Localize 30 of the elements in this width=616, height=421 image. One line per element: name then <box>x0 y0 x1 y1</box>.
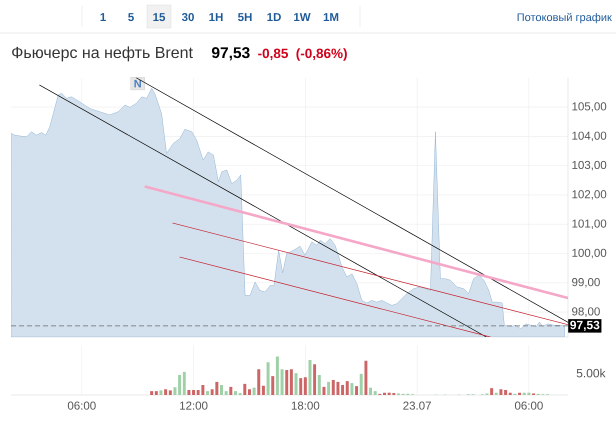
text: 5H <box>238 13 252 22</box>
text: Потоковый график <box>518 12 612 24</box>
x-tick-label: 06:00 <box>514 402 543 410</box>
text: 97,53 <box>212 47 250 60</box>
ref-line-label: 97,53 <box>570 320 600 331</box>
text: (-0,86%) <box>296 48 347 61</box>
text: 1M <box>324 13 338 21</box>
x-tick-label: 12:00 <box>180 402 208 410</box>
text: 15 <box>153 13 166 22</box>
text: -0,85 <box>258 48 288 60</box>
text: 1D <box>267 13 281 21</box>
text: 1W <box>294 13 311 21</box>
y-tick-label: 98,00 <box>572 307 600 317</box>
x-tick-label: 18:00 <box>292 402 320 410</box>
text: 1H <box>209 13 223 21</box>
y-tick-label: 99,00 <box>572 278 600 288</box>
x-tick-label: 06:00 <box>68 402 96 410</box>
text: 5 <box>128 13 134 22</box>
y-tick-label: 105,00 <box>572 102 606 112</box>
y-tick-label: 101,00 <box>572 219 606 229</box>
annotation: N <box>134 80 141 88</box>
text: 30 <box>182 12 194 22</box>
x-tick-label: 23.07 <box>403 402 431 410</box>
text: 5.00k <box>576 368 606 378</box>
y-tick-label: 102,00 <box>572 190 606 200</box>
chart-title: Фьючерс на нефть Brent <box>12 46 193 62</box>
y-tick-label: 104,00 <box>572 132 606 142</box>
y-tick-label: 100,00 <box>572 248 606 258</box>
y-tick-label: 103,00 <box>572 160 606 170</box>
text: 1 <box>100 13 106 21</box>
